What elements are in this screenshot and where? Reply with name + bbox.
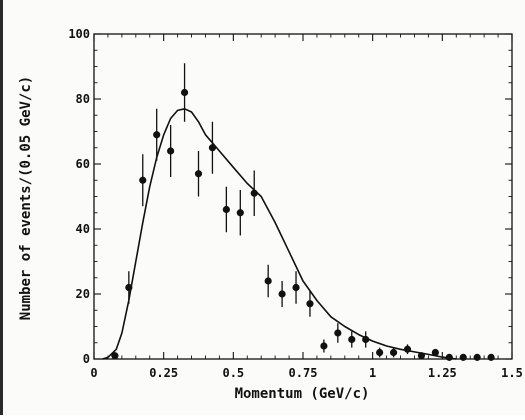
y-axis-label: Number of events/(0.05 GeV/c) (18, 76, 34, 320)
data-point (194, 170, 203, 178)
data-point (403, 345, 412, 353)
y-tick-label: 20 (76, 287, 90, 301)
data-point (445, 353, 453, 361)
data-point (222, 205, 230, 214)
data-point (111, 352, 119, 360)
x-tick-label: 0.5 (222, 366, 244, 380)
data-point (292, 283, 300, 292)
data-point (417, 352, 426, 360)
data-point (431, 348, 439, 357)
x-tick-label: 0.25 (149, 366, 178, 380)
plot-frame (93, 33, 513, 360)
data-point (167, 147, 175, 155)
axes (93, 33, 513, 360)
data-point (348, 335, 356, 344)
y-tick-label: 80 (76, 92, 90, 106)
x-axis-label: Momentum (GeV/c) (235, 386, 370, 402)
data-point (250, 189, 258, 197)
data-point (180, 88, 189, 97)
tick-labels-layer: 0 0.25 0.5 0.75 1 1.25 1.5 0 20 40 60 80 100 (68, 27, 523, 380)
data-point (278, 290, 286, 298)
data-point (389, 348, 398, 357)
fit-curve-layer (102, 108, 457, 360)
data-point (362, 335, 370, 344)
x-tick-label: 1.5 (501, 366, 523, 380)
data-points-layer (111, 63, 495, 361)
data-point (125, 283, 133, 292)
data-point (264, 277, 272, 285)
data-point (459, 353, 467, 361)
data-point (208, 144, 217, 152)
data-point (334, 329, 342, 337)
fit-curve (102, 108, 457, 360)
data-point (153, 131, 161, 139)
data-point (487, 353, 495, 361)
y-tick-label: 100 (68, 27, 90, 41)
data-point (306, 300, 314, 308)
data-point (320, 342, 328, 350)
scan-edge (0, 0, 3, 415)
data-point (473, 353, 481, 361)
data-point (236, 209, 244, 217)
x-tick-label: 1.25 (428, 366, 457, 380)
data-point (376, 348, 384, 357)
y-tick-label: 0 (83, 352, 90, 366)
y-tick-label: 40 (76, 222, 90, 236)
y-tick-label: 60 (76, 157, 90, 171)
x-tick-label: 0 (90, 366, 97, 380)
x-tick-label: 0.75 (289, 366, 318, 380)
x-tick-label: 1 (369, 366, 376, 380)
data-point (139, 176, 147, 184)
